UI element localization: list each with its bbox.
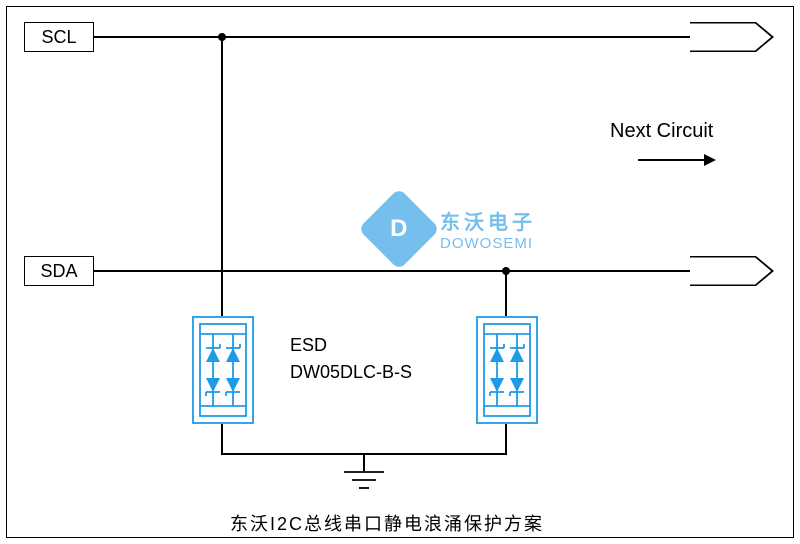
- next-circuit-label: Next Circuit: [610, 120, 713, 143]
- esd-component-2: [476, 316, 538, 424]
- diagram-caption: 东沃I2C总线串口静电浪涌保护方案: [230, 510, 544, 536]
- wire-esd1-down: [221, 424, 223, 454]
- ground-symbol: [340, 470, 388, 494]
- pin-scl-label: SCL: [41, 27, 76, 48]
- pin-scl-left: SCL: [24, 22, 94, 52]
- pin-sda-left: SDA: [24, 256, 94, 286]
- esd-component-1: [192, 316, 254, 424]
- wire-sda-drop: [505, 270, 507, 316]
- watermark-logo: D: [358, 188, 440, 270]
- pin-scl-right: [690, 22, 776, 52]
- next-circuit-arrow: [636, 150, 720, 170]
- wire-ground-drop: [363, 453, 365, 471]
- watermark: D 东沃电子 DOWOSEMI: [370, 200, 536, 258]
- esd-label-line1: ESD: [290, 335, 327, 356]
- watermark-en: DOWOSEMI: [440, 235, 536, 252]
- pin-sda-label: SDA: [40, 261, 77, 282]
- wire-scl-drop: [221, 36, 223, 316]
- pin-sda-right: [690, 256, 776, 286]
- watermark-logo-letter: D: [390, 215, 407, 243]
- diagram-frame: [6, 6, 794, 538]
- wire-sda: [94, 270, 690, 272]
- wire-scl: [94, 36, 690, 38]
- wire-esd2-down: [505, 424, 507, 454]
- esd-label-line2: DW05DLC-B-S: [290, 362, 412, 383]
- watermark-cn: 东沃电子: [440, 206, 536, 235]
